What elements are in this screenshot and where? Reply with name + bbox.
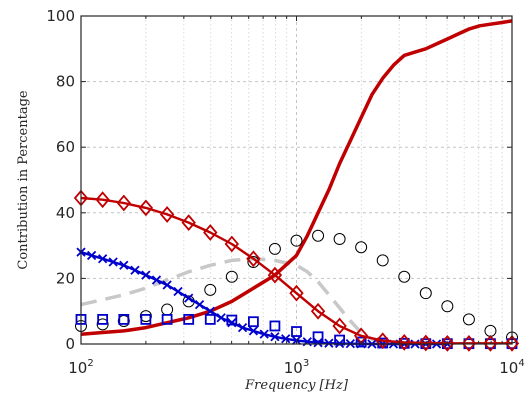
data-point-crosses-blue (248, 326, 259, 336)
data-point-squares-blue (355, 336, 367, 348)
data-point-diamonds-red (440, 334, 455, 352)
y-tick-label: 20 (56, 269, 75, 287)
data-point-squares-blue (291, 326, 302, 337)
data-point-diamonds-red (95, 191, 110, 209)
data-point-squares-blue (140, 313, 152, 325)
data-point-circles-black (204, 283, 217, 296)
data-point-crosses-blue (130, 265, 140, 275)
data-point-crosses-blue (184, 293, 194, 303)
series-line-diamonds-red (80, 196, 512, 345)
data-point-squares-blue (118, 313, 130, 325)
data-point-crosses-blue (151, 275, 162, 285)
data-point-crosses-blue (119, 260, 129, 270)
data-point-squares-blue (204, 313, 216, 325)
data-series (73, 19, 520, 352)
data-point-crosses-blue (162, 280, 172, 290)
data-point-diamonds-red (267, 266, 283, 284)
y-tick-label: 80 (56, 73, 75, 91)
data-point-diamonds-red (138, 199, 154, 217)
data-point-crosses-blue (237, 322, 248, 333)
data-point-squares-blue (248, 316, 259, 328)
data-point-diamonds-red (310, 302, 326, 320)
data-point-circles-black (441, 300, 454, 313)
data-point-crosses-blue (205, 306, 215, 316)
y-tick-label: 100 (46, 7, 75, 25)
data-point-squares-blue (97, 313, 109, 325)
grid (81, 16, 513, 344)
data-point-crosses-blue (281, 334, 291, 344)
data-point-circles-black (139, 310, 152, 323)
data-point-diamonds-red (397, 333, 412, 351)
data-point-circles-black (398, 270, 411, 283)
series-line-solid-red (80, 19, 513, 336)
data-point-circles-black (419, 287, 432, 300)
data-point-crosses-blue (194, 300, 205, 310)
data-point-diamonds-red (375, 332, 390, 350)
data-point-diamonds-red (461, 334, 477, 352)
data-point-circles-black (355, 241, 368, 254)
data-point-circles-black (96, 318, 109, 331)
x-tick-label: 103 (284, 358, 309, 377)
data-point-crosses-blue (259, 329, 269, 339)
data-point-squares-blue (226, 314, 238, 326)
data-point-circles-black (268, 242, 281, 255)
data-point-crosses-blue (173, 286, 183, 297)
data-point-crosses-blue (108, 257, 118, 267)
data-point-circles-black (225, 270, 238, 283)
data-point-circles-black (290, 234, 303, 247)
data-point-diamonds-red (181, 214, 196, 232)
data-point-diamonds-red (332, 317, 347, 335)
data-point-diamonds-red (483, 334, 498, 352)
data-point-diamonds-red (203, 224, 218, 241)
x-axis-label: Frequency [Hz] (244, 378, 349, 393)
y-tick-label: 0 (65, 335, 75, 353)
y-tick-label: 60 (56, 138, 75, 156)
data-point-diamonds-red (224, 235, 240, 253)
data-point-crosses-blue (216, 313, 226, 323)
data-point-squares-blue (161, 313, 173, 325)
data-point-diamonds-red (289, 284, 304, 302)
y-tick-label: 40 (56, 204, 75, 222)
data-point-circles-black (333, 233, 346, 246)
data-point-circles-black (312, 229, 325, 242)
data-point-squares-blue (312, 331, 324, 343)
data-point-crosses-blue (270, 332, 280, 342)
axis-ticks: 0 20 40 60 80 100 102 103 104 (46, 7, 524, 377)
data-point-squares-blue (183, 313, 195, 325)
data-point-circles-black (462, 313, 475, 326)
data-point-crosses-blue (86, 250, 97, 261)
data-point-squares-blue (269, 320, 281, 332)
data-point-diamonds-red (504, 334, 520, 352)
data-point-diamonds-red (159, 206, 175, 223)
x-tick-label: 104 (499, 358, 524, 377)
data-point-diamonds-red (246, 250, 261, 268)
x-tick-label: 102 (68, 358, 93, 377)
data-point-diamonds-red (418, 334, 433, 352)
data-point-diamonds-red (116, 194, 131, 212)
data-point-circles-black (376, 254, 389, 267)
data-point-crosses-blue (313, 338, 323, 348)
y-axis-label: Contribution in Percentage (16, 90, 31, 270)
data-point-crosses-blue (324, 338, 334, 348)
data-point-crosses-blue (97, 254, 108, 264)
data-point-crosses-blue (141, 270, 151, 280)
